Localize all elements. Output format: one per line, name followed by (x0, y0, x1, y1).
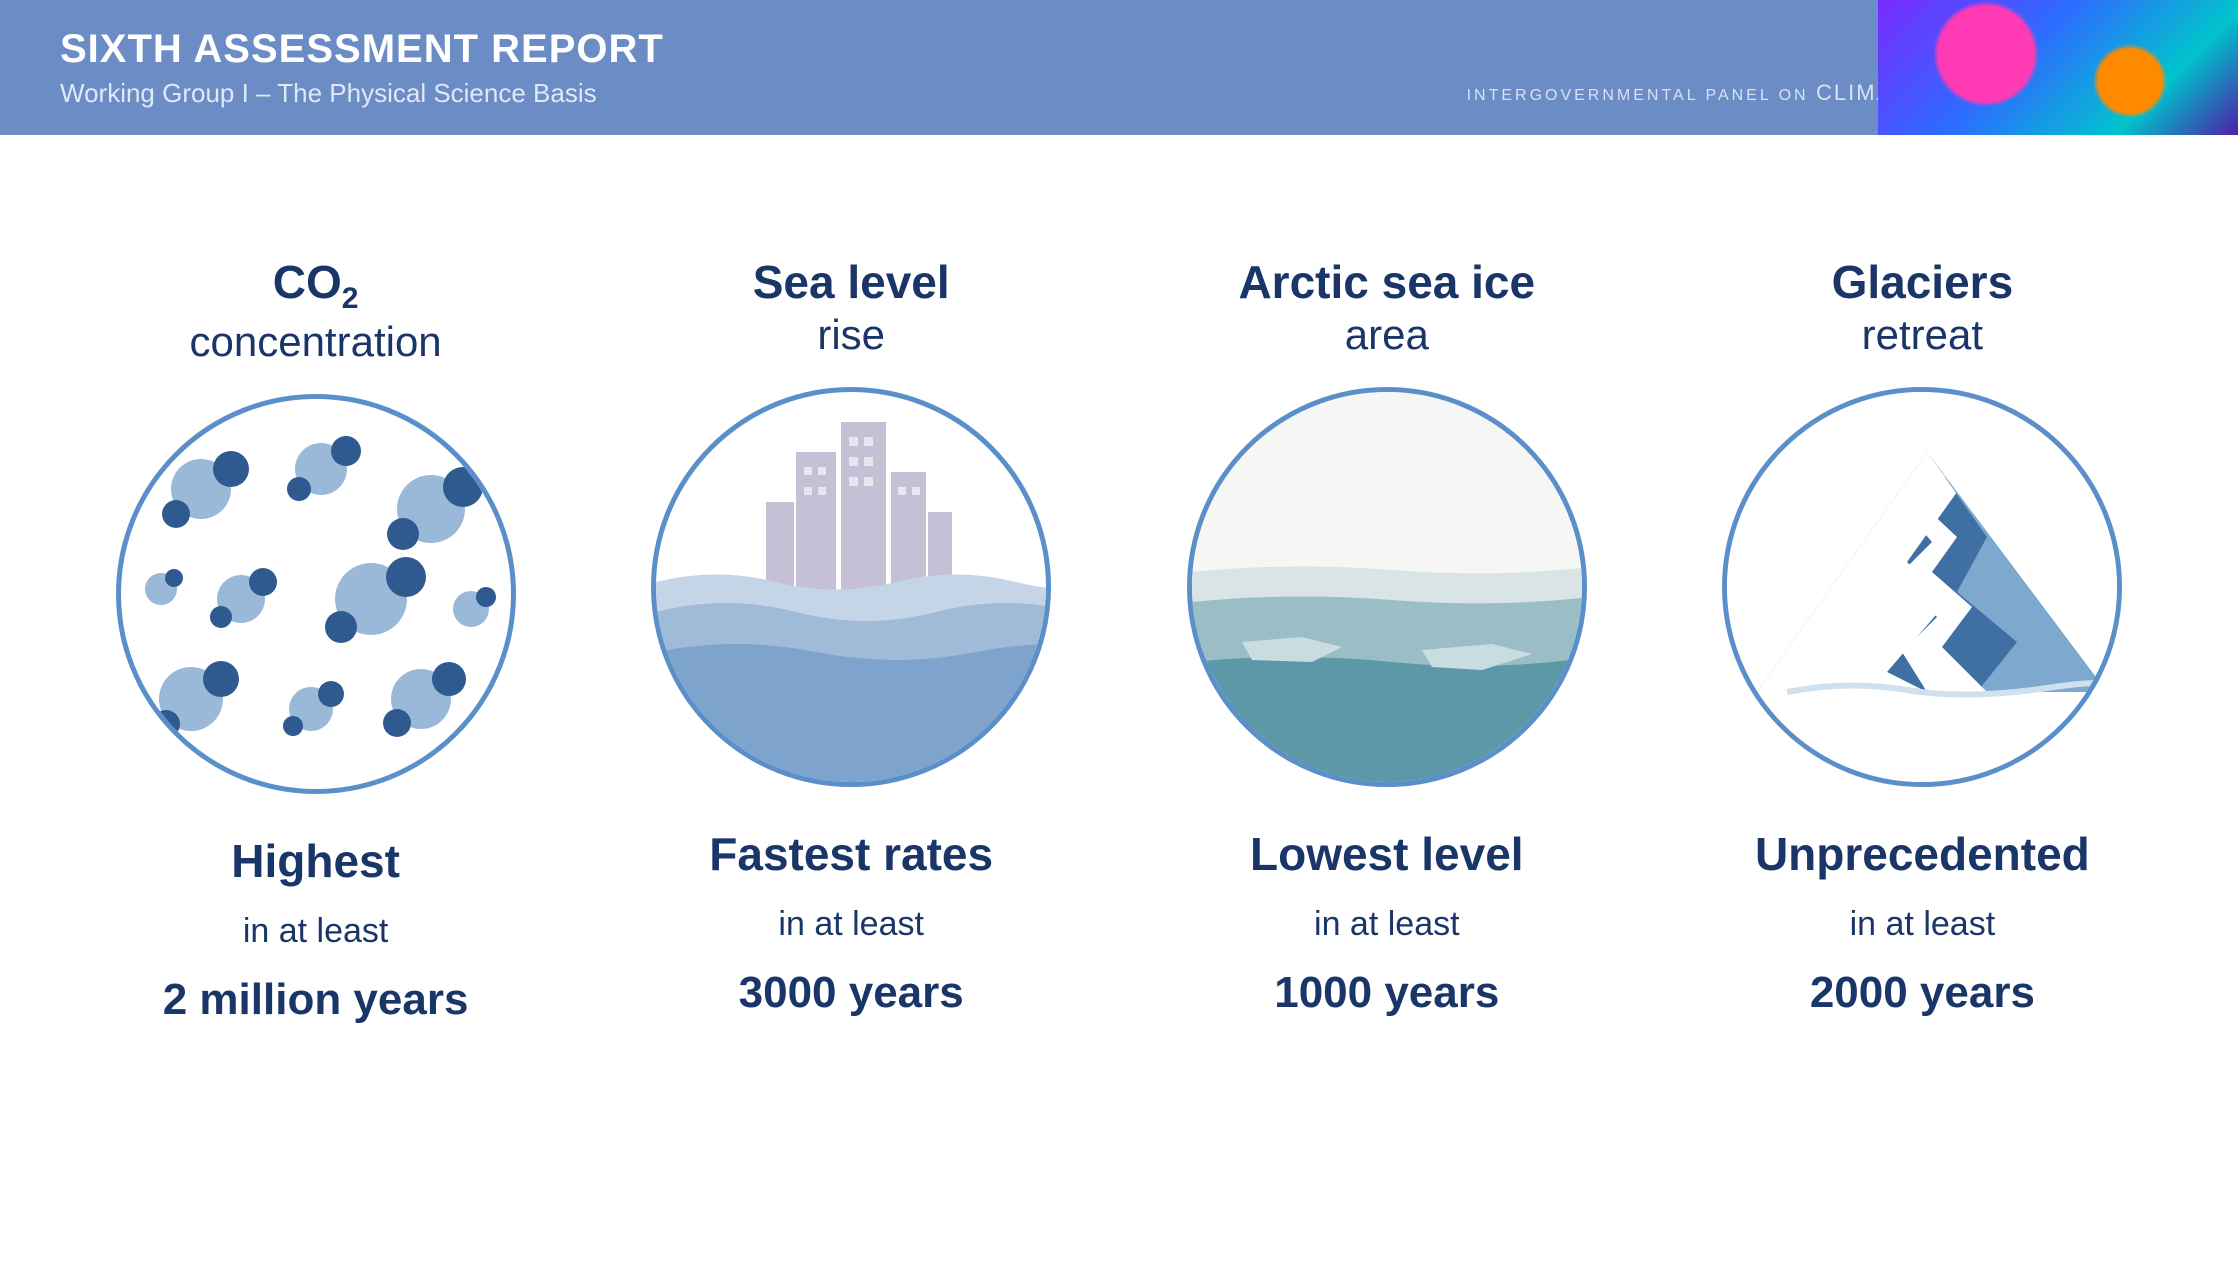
panel-duration: 2 million years (163, 975, 469, 1025)
panel-sea-ice: Arctic sea ice area Lowest level in at l… (1137, 255, 1637, 1025)
panel-sea-level: Sea level rise (601, 255, 1101, 1025)
header-bar: SIXTH ASSESSMENT REPORT Working Group I … (0, 0, 2238, 135)
panel-duration: 2000 years (1810, 968, 2035, 1018)
report-subtitle: Working Group I – The Physical Science B… (60, 78, 1467, 109)
panel-stat: Lowest level (1250, 827, 1524, 881)
panel-subtitle: rise (817, 311, 885, 359)
sea-level-city-icon (656, 392, 1051, 787)
panel-qualifier: in at least (778, 905, 924, 944)
panel-title: Glaciers (1832, 255, 2014, 309)
panel-stat: Fastest rates (709, 827, 993, 881)
panel-duration: 1000 years (1274, 968, 1499, 1018)
panel-glaciers: Glaciers retreat Unprecedented in at lea… (1672, 255, 2172, 1025)
panel-co2: CO2 concentration Highest in at leas (66, 255, 566, 1025)
panel-title: CO2 (273, 255, 359, 316)
co2-icon-circle (116, 394, 516, 794)
panel-subtitle: concentration (190, 318, 442, 366)
panel-duration: 3000 years (739, 968, 964, 1018)
panel-qualifier: in at least (243, 912, 389, 951)
panel-stat: Unprecedented (1755, 827, 2090, 881)
panel-subtitle: area (1345, 311, 1429, 359)
sea-ice-icon (1192, 392, 1587, 787)
panel-title: Sea level (753, 255, 950, 309)
ipcc-full-pre: INTERGOVERNMENTAL PANEL ON (1467, 87, 1816, 104)
header-art-strip (1878, 0, 2238, 135)
co2-molecules-icon (121, 399, 516, 794)
panel-title: Arctic sea ice (1238, 255, 1535, 309)
header-left: SIXTH ASSESSMENT REPORT Working Group I … (60, 27, 1467, 109)
panel-stat: Highest (231, 834, 400, 888)
panel-subtitle: retreat (1862, 311, 1983, 359)
glacier-mountain-icon (1727, 392, 2122, 787)
panel-qualifier: in at least (1314, 905, 1460, 944)
infographic-row: CO2 concentration Highest in at leas (0, 135, 2238, 1025)
sea-level-icon-circle (651, 387, 1051, 787)
report-title: SIXTH ASSESSMENT REPORT (60, 27, 1467, 72)
panel-qualifier: in at least (1850, 905, 1996, 944)
sea-ice-icon-circle (1187, 387, 1587, 787)
glacier-icon-circle (1722, 387, 2122, 787)
